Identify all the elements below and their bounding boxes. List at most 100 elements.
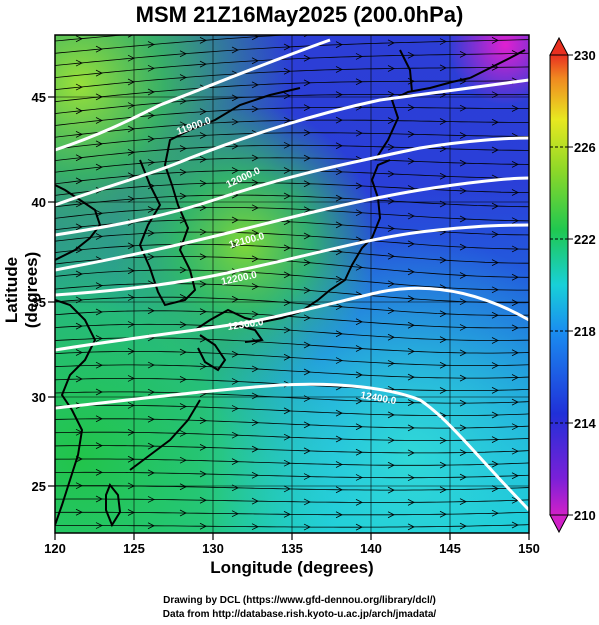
streamline-arrow — [95, 442, 103, 449]
streamline-arrow — [199, 417, 207, 424]
streamline-arrow — [199, 60, 207, 68]
streamline-arrow — [387, 225, 395, 232]
streamline-arrow — [491, 485, 499, 492]
streamline-arrow — [439, 256, 447, 264]
streamline — [55, 144, 529, 162]
streamline-arrow — [511, 472, 519, 480]
streamline-arrow — [283, 459, 291, 467]
streamline-arrow — [407, 240, 415, 248]
streamline-arrow — [388, 15, 394, 21]
streamline-arrow — [283, 192, 291, 200]
streamline-arrow — [387, 197, 395, 205]
streamline-arrow — [147, 388, 155, 396]
streamline — [55, 35, 294, 54]
streamline-arrow — [232, 23, 238, 29]
streamline-arrow — [75, 508, 83, 516]
streamline-arrow — [199, 363, 207, 370]
streamline-arrow — [147, 442, 155, 450]
streamline-arrow — [147, 307, 155, 315]
streamline-arrow — [231, 431, 239, 439]
streamline-arrow — [511, 245, 519, 253]
streamline-arrow — [283, 326, 291, 334]
colorbar-top-arrow — [549, 36, 569, 56]
streamline-arrow — [439, 361, 447, 369]
streamline-arrow — [179, 266, 187, 274]
streamline-arrow — [335, 66, 343, 73]
streamline-arrow — [179, 509, 187, 517]
streamline-arrow — [251, 392, 259, 400]
streamline-arrow — [335, 116, 343, 124]
streamline-arrow — [335, 248, 343, 256]
streamline-arrow — [355, 474, 363, 481]
streamline-arrow — [355, 209, 363, 217]
streamline-arrow — [460, 25, 466, 31]
streamline-arrow — [440, 13, 446, 19]
streamline-arrow — [95, 45, 103, 53]
streamline-arrow — [147, 206, 155, 213]
streamline-arrow — [251, 204, 259, 212]
streamline-arrow — [355, 345, 363, 352]
streamline-arrow — [251, 365, 259, 373]
streamline-arrow — [231, 405, 239, 412]
streamline-arrow — [335, 275, 343, 283]
streamline-arrow — [492, 11, 498, 17]
map-plot-area: 11900.0 12000.0 12100.0 12200.0 12300.0 … — [55, 11, 529, 533]
streamline-arrow — [147, 469, 155, 477]
streamline-arrow — [439, 118, 447, 125]
streamline-arrow — [303, 79, 311, 87]
streamline-arrow — [95, 282, 103, 289]
streamline-arrow — [75, 107, 83, 115]
streamline-arrow — [387, 280, 395, 288]
streamline-arrow — [303, 104, 311, 112]
streamline-arrow — [95, 522, 103, 529]
streamline-arrow — [491, 202, 499, 210]
streamline-arrow — [283, 92, 291, 100]
streamline-arrow — [335, 41, 343, 48]
streamline-arrow — [179, 216, 187, 224]
streamline-arrow — [231, 378, 239, 385]
streamline-arrow — [251, 283, 259, 290]
streamline-arrow — [387, 511, 395, 519]
streamline-arrow — [459, 498, 467, 506]
streamline-arrow — [459, 104, 467, 112]
streamline-arrow — [179, 376, 187, 383]
credit-data: Data from http://database.rish.kyoto-u.a… — [162, 609, 437, 620]
streamline-arrow — [283, 485, 291, 493]
streamline-arrow — [75, 177, 83, 185]
streamline-arrow — [199, 496, 207, 504]
streamline-arrow — [491, 436, 499, 443]
y-tick-labels: 25 30 35 40 45 — [32, 90, 46, 494]
streamline-arrow — [283, 407, 291, 415]
streamline-arrow — [387, 39, 395, 47]
streamline-arrow — [283, 117, 291, 124]
streamline-arrow — [231, 94, 239, 102]
streamline-arrow — [283, 510, 291, 518]
streamline-arrow — [459, 522, 467, 530]
lat-lon-grid — [55, 35, 529, 533]
streamline-arrow — [511, 189, 519, 196]
streamline-arrow — [147, 88, 155, 96]
streamline-arrow — [75, 375, 83, 383]
streamline-arrow — [303, 314, 311, 322]
x-tick-label: 125 — [123, 541, 145, 556]
streamline-arrow — [251, 154, 259, 162]
streamline-arrow — [231, 510, 239, 518]
streamline-arrow — [355, 263, 363, 271]
streamline-arrow — [199, 108, 207, 116]
streamline-arrow — [199, 204, 207, 211]
streamline-arrow — [179, 74, 187, 81]
streamline-arrow — [231, 350, 239, 358]
streamline-arrow — [283, 433, 291, 441]
streamline-arrow — [511, 349, 519, 357]
streamline-arrow — [511, 423, 519, 431]
streamline-arrow — [179, 145, 187, 152]
streamline-arrow — [439, 310, 447, 318]
streamline-arrow — [199, 132, 207, 139]
streamline-arrow — [387, 307, 395, 315]
streamline-arrow — [75, 482, 83, 490]
streamline-arrow — [439, 486, 447, 494]
streamline-arrow — [387, 360, 395, 367]
streamline-arrow — [459, 424, 467, 432]
streamline-arrow — [439, 38, 447, 45]
x-tick-label: 130 — [202, 541, 224, 556]
